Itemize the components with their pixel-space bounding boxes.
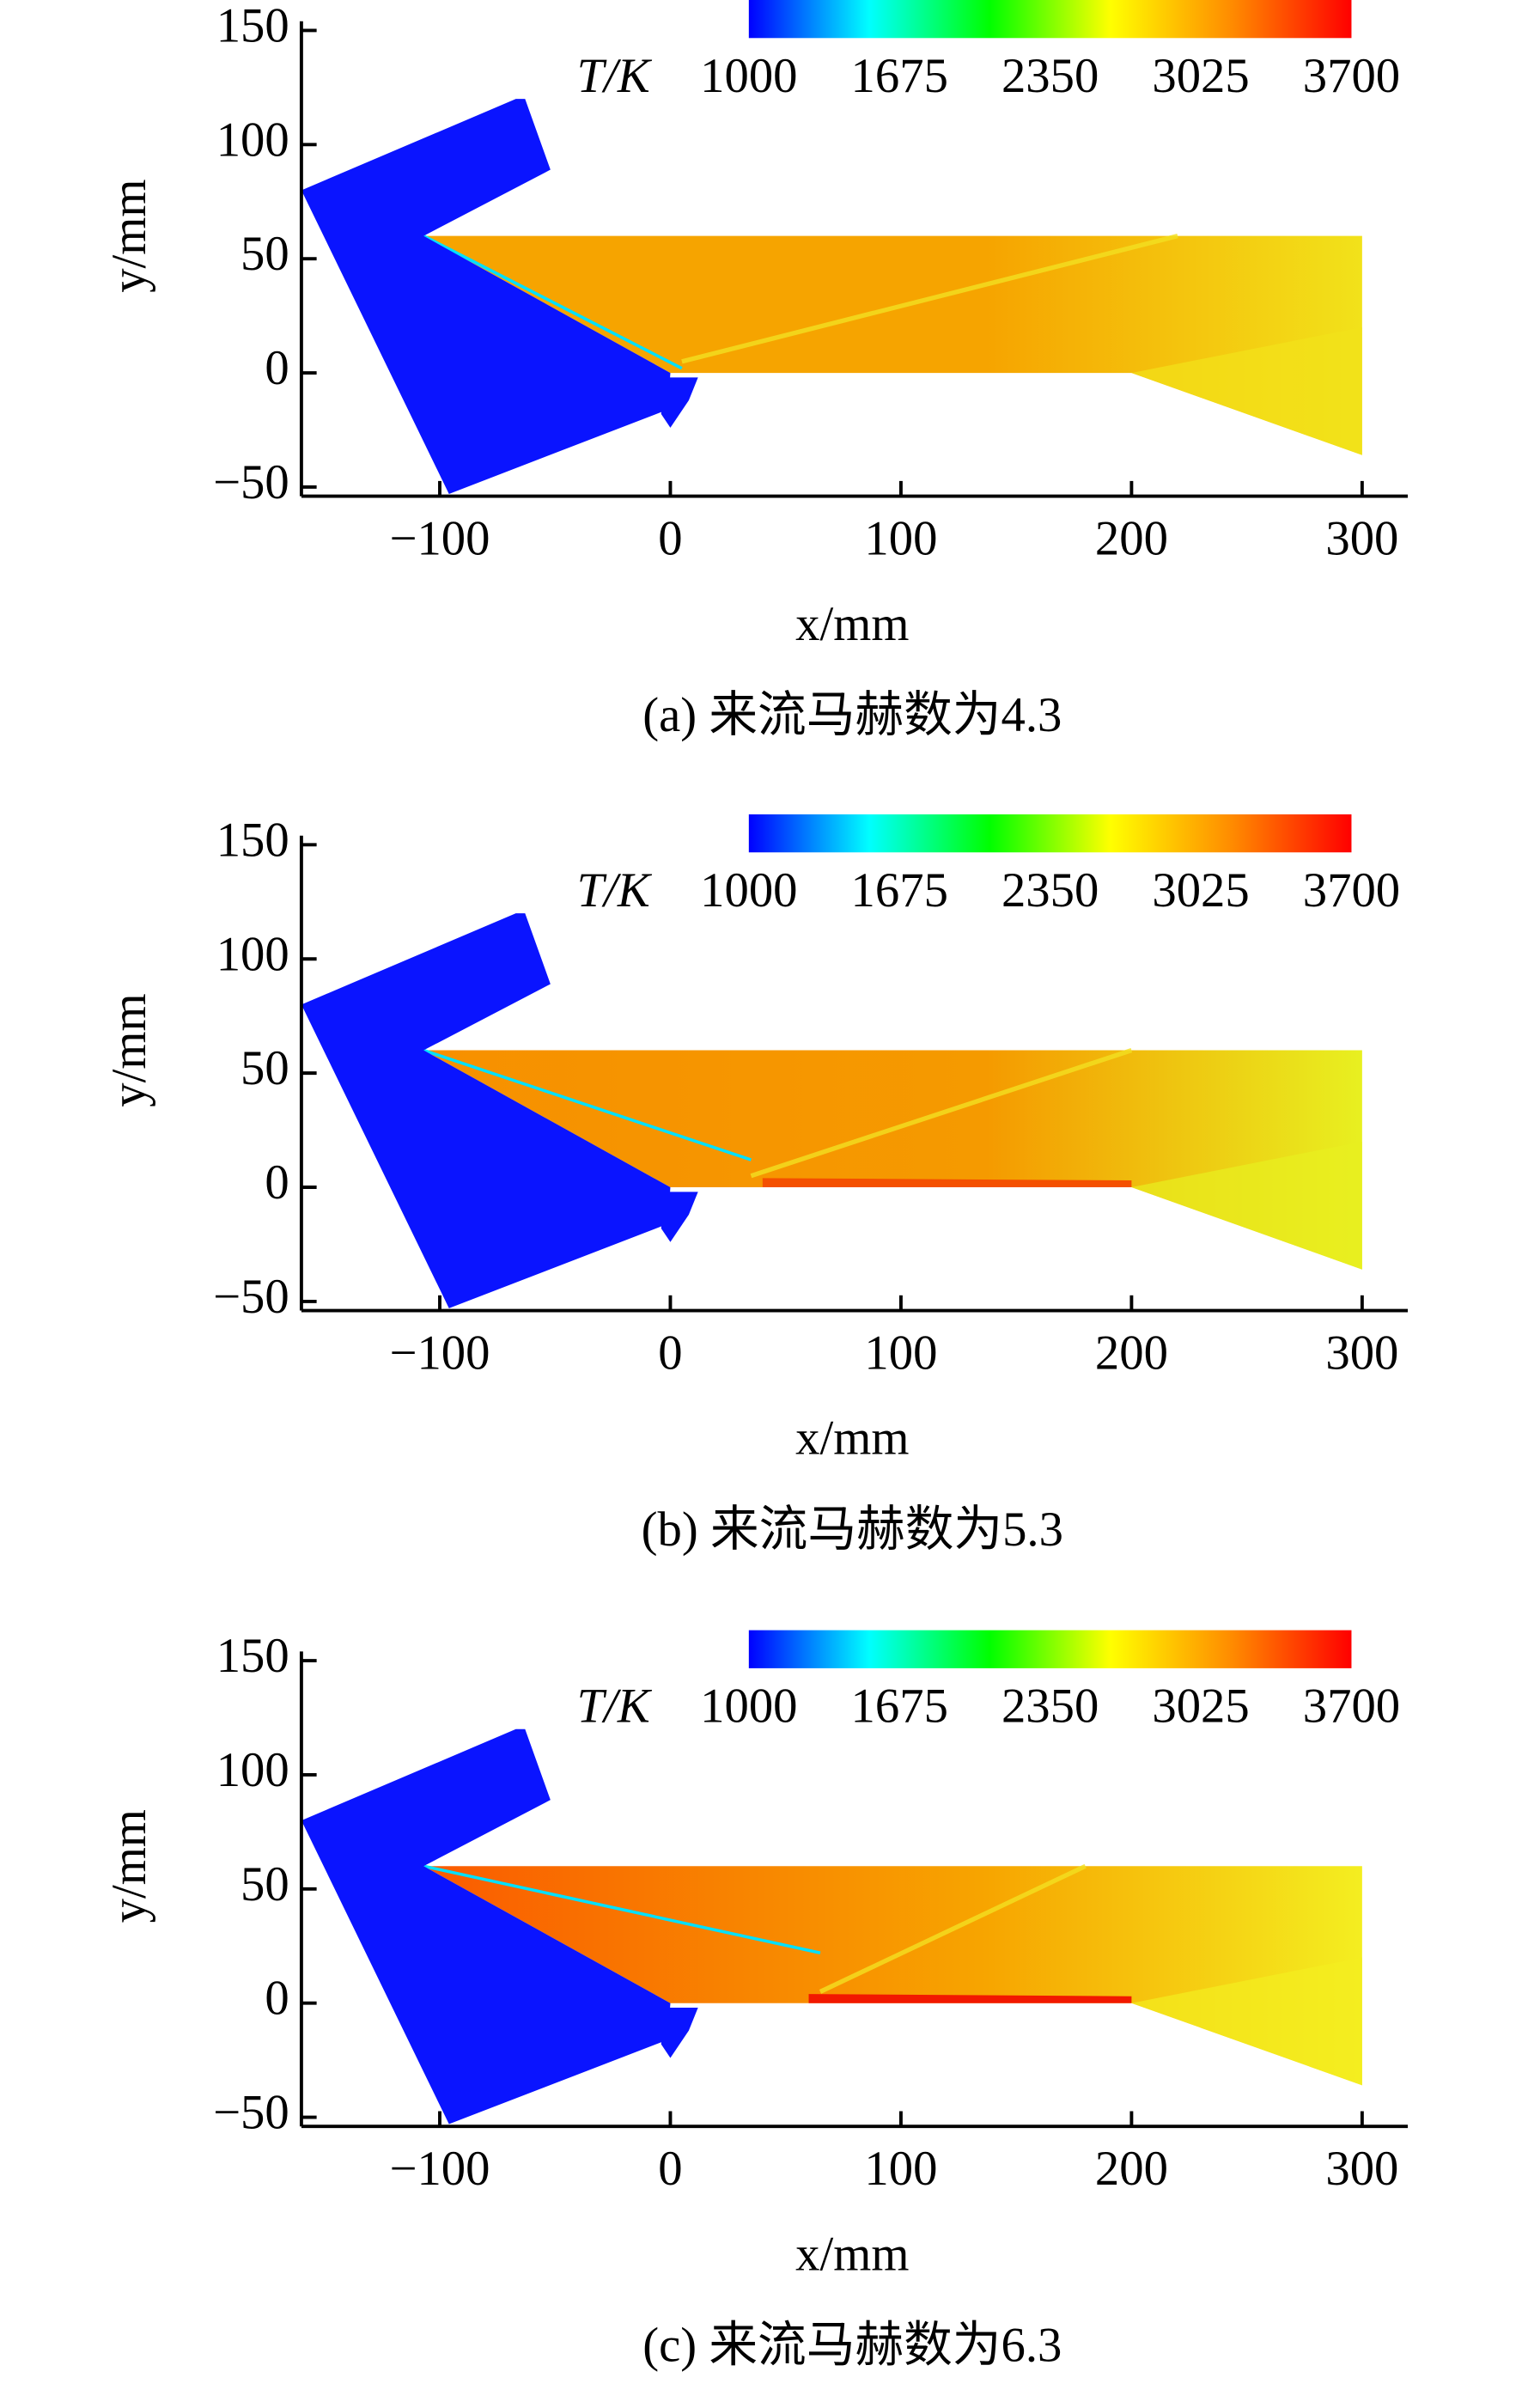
cowl <box>661 2008 698 2058</box>
colorbar-tick-label: 1000 <box>700 49 797 103</box>
colorbar-label: T/K <box>577 1680 653 1734</box>
y-tick-label: 0 <box>265 341 289 395</box>
colorbar-tick-label: 2350 <box>1001 863 1099 917</box>
y-tick-label: 50 <box>240 1857 289 1911</box>
wall-layer <box>808 1994 1132 2003</box>
y-tick-label: −50 <box>213 2086 289 2140</box>
y-tick-label: 100 <box>216 113 289 167</box>
expansion-region <box>1131 1141 1362 1270</box>
x-tick-label: 100 <box>864 2142 937 2196</box>
x-axis-label: x/mm <box>795 1411 909 1466</box>
y-tick-label: 150 <box>216 813 289 867</box>
colorbar-tick-label: 1000 <box>700 1680 797 1734</box>
caption: (a) 来流马赫数为4.3 <box>642 688 1062 742</box>
flow-field <box>423 1866 1362 2086</box>
caption: (b) 来流马赫数为5.3 <box>642 1503 1063 1557</box>
y-axis-label: y/mm <box>102 1809 156 1923</box>
colorbar-tick-label: 3700 <box>1303 863 1400 917</box>
inlet-body <box>301 913 671 1308</box>
y-tick-label: 150 <box>216 1629 289 1683</box>
cowl <box>661 1192 698 1242</box>
colorbar <box>748 1630 1352 1668</box>
x-axis-label: x/mm <box>795 2227 909 2281</box>
colorbar-tick-label: 2350 <box>1001 1680 1099 1734</box>
x-tick-label: 200 <box>1095 2142 1168 2196</box>
shock-line <box>423 1864 821 1954</box>
colorbar-tick-label: 1000 <box>700 863 797 917</box>
y-tick-label: 50 <box>240 227 289 281</box>
x-tick-label: 0 <box>658 2142 682 2196</box>
x-tick-label: 200 <box>1095 1326 1168 1380</box>
colorbar-tick-label: 3700 <box>1303 1680 1400 1734</box>
shock-line <box>423 1048 752 1161</box>
inlet-body <box>301 1728 671 2125</box>
y-axis-label: y/mm <box>102 179 156 292</box>
colorbar-label: T/K <box>577 49 653 103</box>
x-tick-label: −100 <box>389 512 490 566</box>
x-tick-label: 100 <box>864 512 937 566</box>
y-tick-label: 50 <box>240 1041 289 1095</box>
colorbar-tick-label: 3025 <box>1152 863 1249 917</box>
flow-field <box>423 1050 1362 1270</box>
x-tick-label: 200 <box>1095 512 1168 566</box>
colorbar-tick-label: 3025 <box>1152 49 1249 103</box>
inlet-body <box>301 99 671 494</box>
y-tick-label: 0 <box>265 1155 289 1210</box>
colorbar-label: T/K <box>577 863 653 917</box>
colorbar <box>748 0 1352 39</box>
y-tick-label: 150 <box>216 0 289 52</box>
x-tick-label: −100 <box>389 1326 490 1380</box>
y-tick-label: −50 <box>213 455 289 509</box>
y-tick-label: 100 <box>216 1743 289 1797</box>
reflected-shock <box>750 1048 1133 1179</box>
shock-line <box>423 235 683 370</box>
reflected-shock <box>819 1863 1087 1994</box>
colorbar-tick-label: 2350 <box>1001 49 1099 103</box>
y-tick-label: 0 <box>265 1972 289 2026</box>
x-tick-label: −100 <box>389 2142 490 2196</box>
cowl <box>661 377 698 428</box>
colorbar-tick-label: 1675 <box>851 49 948 103</box>
reflected-shock <box>681 234 1178 364</box>
caption: (c) 来流马赫数为6.3 <box>642 2319 1062 2373</box>
expansion-region <box>1131 1957 1362 2086</box>
x-tick-label: 0 <box>658 512 682 566</box>
x-tick-label: 300 <box>1325 512 1398 566</box>
colorbar <box>748 814 1352 853</box>
y-tick-label: −50 <box>213 1270 289 1324</box>
expansion-region <box>1131 326 1362 455</box>
x-axis-label: x/mm <box>795 597 909 651</box>
flow-field <box>423 235 1362 455</box>
x-tick-label: 100 <box>864 1326 937 1380</box>
y-axis-label: y/mm <box>102 993 156 1106</box>
x-tick-label: 0 <box>658 1326 682 1380</box>
wall-layer <box>762 1178 1132 1188</box>
colorbar-tick-label: 1675 <box>851 863 948 917</box>
x-tick-label: 300 <box>1325 1326 1398 1380</box>
colorbar-tick-label: 1675 <box>851 1680 948 1734</box>
x-tick-label: 300 <box>1325 2142 1398 2196</box>
colorbar-tick-label: 3700 <box>1303 49 1400 103</box>
y-tick-label: 100 <box>216 927 289 981</box>
colorbar-tick-label: 3025 <box>1152 1680 1249 1734</box>
